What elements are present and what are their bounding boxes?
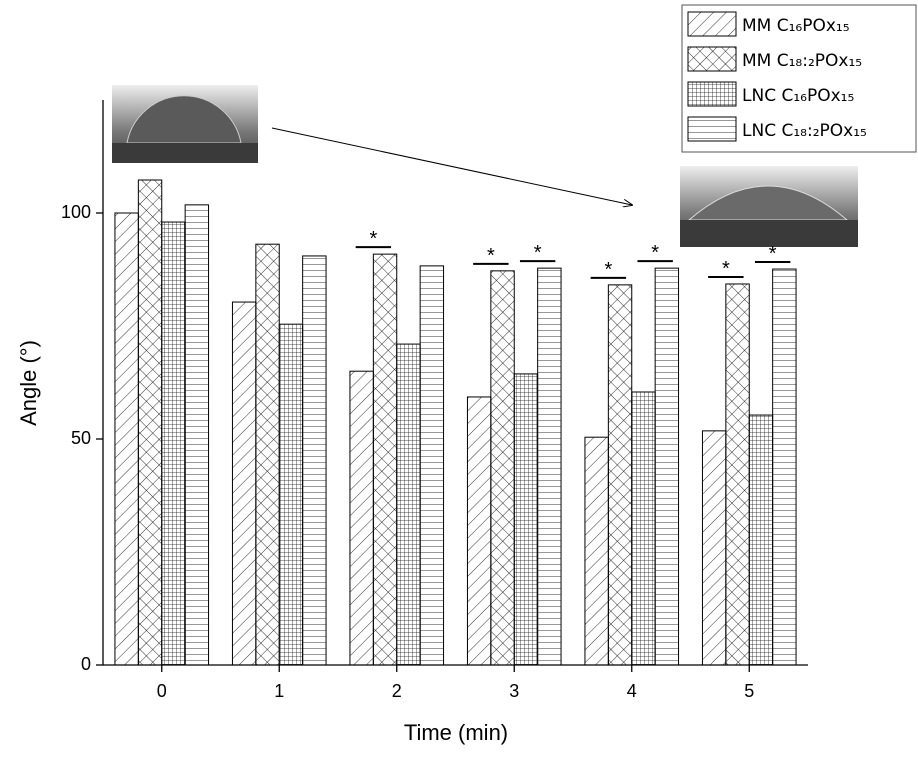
bar: [372, 253, 398, 666]
bar: [584, 436, 609, 666]
bar: [701, 430, 727, 666]
legend-label: MM C₁₆POx₁₅: [742, 16, 850, 36]
bar: [607, 284, 633, 666]
bar: [137, 179, 163, 666]
x-tick-label: 4: [627, 681, 637, 701]
bar: [396, 343, 421, 666]
bar: [631, 391, 656, 666]
bar: [466, 396, 492, 666]
bar: [302, 255, 327, 666]
drop-photo: [112, 85, 258, 163]
bar: [114, 212, 139, 666]
x-tick-label: 3: [509, 681, 519, 701]
significance-label: *: [369, 228, 377, 250]
arrow: [271, 127, 632, 205]
bar: [349, 370, 374, 666]
legend-label: LNC C₁₆POx₁₅: [742, 86, 854, 106]
bar: [654, 267, 680, 666]
y-tick-label: 100: [61, 202, 91, 222]
legend-swatch: [687, 46, 737, 72]
legend-label: MM C₁₈:₂POx₁₅: [742, 51, 862, 71]
bar: [231, 301, 257, 666]
bar: [725, 283, 750, 666]
x-tick-label: 1: [274, 681, 284, 701]
bar: [184, 204, 210, 666]
bar: [255, 243, 280, 666]
y-tick-label: 50: [71, 428, 91, 448]
bar: [490, 270, 515, 666]
x-tick-label: 2: [392, 681, 402, 701]
legend-swatch: [687, 11, 737, 37]
bar: [419, 265, 445, 666]
significance-label: *: [534, 242, 542, 264]
legend-swatch: [687, 116, 737, 142]
bar: [513, 373, 539, 666]
significance-label: *: [651, 242, 659, 264]
significance-label: *: [722, 258, 730, 280]
y-tick-label: 0: [81, 654, 91, 674]
significance-label: *: [769, 243, 777, 265]
legend-swatch: [687, 81, 737, 107]
bar: [278, 323, 304, 666]
bar: [161, 221, 186, 666]
x-tick-label: 0: [157, 681, 167, 701]
x-axis-label: Time (min): [404, 720, 508, 745]
legend-label: LNC C₁₈:₂POx₁₅: [742, 121, 867, 141]
legend: MM C₁₆POx₁₅ MM C₁₈:₂POx₁₅ LNC C₁₆POx₁₅ LNC …: [681, 4, 917, 153]
significance-label: *: [487, 245, 495, 267]
bar: [537, 267, 562, 666]
y-axis-label: Angle (°): [16, 340, 41, 426]
drop-photo: [680, 166, 858, 247]
significance-label: *: [604, 259, 612, 281]
bar: [772, 268, 797, 666]
bar: [748, 414, 774, 666]
x-tick-label: 5: [744, 681, 754, 701]
